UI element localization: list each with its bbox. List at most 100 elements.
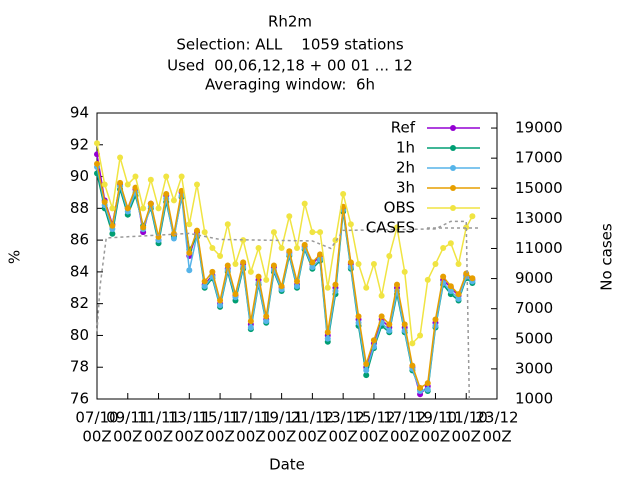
x-tick-label: 13/12	[322, 409, 365, 427]
x-tick-label: 15/11	[198, 409, 241, 427]
y2-axis-label: No cases	[598, 223, 616, 291]
series-marker	[109, 230, 116, 237]
legend-marker	[450, 185, 456, 191]
series-marker	[347, 221, 354, 228]
series-marker	[294, 278, 300, 285]
series-marker	[201, 283, 208, 290]
series-marker	[270, 229, 277, 236]
series-marker	[294, 283, 300, 290]
series-marker	[447, 287, 454, 294]
x-tick-sublabel: 00Z	[205, 428, 234, 446]
x-tick-label: 11/11	[137, 409, 180, 427]
series-marker	[440, 273, 447, 280]
series-marker	[255, 273, 262, 280]
series-marker	[186, 221, 193, 228]
series-marker	[217, 302, 224, 309]
y-tick-label: 86	[70, 231, 89, 249]
series-marker	[424, 276, 431, 283]
series-marker	[170, 230, 177, 237]
legend-label: 3h	[396, 179, 415, 197]
series-marker	[201, 278, 208, 285]
series-marker	[394, 281, 400, 288]
legend-label: 1h	[396, 139, 415, 157]
series-marker	[463, 224, 470, 231]
series-marker	[355, 313, 362, 320]
series-marker	[186, 267, 193, 274]
x-tick-sublabel: 00Z	[359, 428, 388, 446]
legend-marker	[450, 145, 456, 151]
x-tick-sublabel: 00Z	[82, 428, 111, 446]
x-tick-sublabel: 00Z	[421, 428, 450, 446]
series-marker	[109, 222, 116, 229]
series-marker	[209, 268, 216, 275]
series-marker	[347, 259, 354, 266]
legend-label: 2h	[396, 159, 415, 177]
series-marker	[117, 154, 124, 161]
series-marker	[224, 221, 231, 228]
series-marker	[147, 176, 154, 183]
series-marker	[309, 259, 316, 266]
x-tick-label: 09/11	[106, 409, 149, 427]
series-marker	[140, 224, 147, 231]
series-marker	[263, 318, 270, 325]
series-marker	[424, 386, 431, 393]
title-line: Rh2m	[268, 13, 312, 31]
x-tick-sublabel: 00Z	[298, 428, 327, 446]
series-marker	[370, 337, 377, 344]
series-marker	[409, 340, 416, 347]
series-marker	[255, 245, 262, 252]
x-tick-sublabel: 00Z	[144, 428, 173, 446]
x-tick-sublabel: 00Z	[452, 428, 481, 446]
y-tick-label: 92	[70, 135, 89, 153]
y-tick-label: 84	[70, 262, 89, 280]
series-marker	[455, 260, 462, 267]
series-marker	[469, 213, 476, 220]
series-marker	[363, 361, 370, 368]
series-marker	[469, 275, 476, 282]
y-tick-label: 78	[70, 358, 89, 376]
series-marker	[232, 291, 239, 298]
series-marker	[278, 283, 285, 290]
series-marker	[278, 245, 285, 252]
x-tick-label: 15/12	[352, 409, 395, 427]
x-tick-sublabel: 00Z	[113, 428, 142, 446]
series-marker	[217, 253, 224, 259]
series-marker	[132, 173, 139, 180]
series-marker	[432, 316, 439, 323]
series-marker	[263, 276, 270, 283]
legend-marker	[450, 205, 456, 211]
series-marker	[247, 268, 254, 275]
series-line	[96, 220, 471, 400]
series-marker	[317, 229, 324, 236]
legend-label: Ref	[391, 119, 416, 137]
series-marker	[117, 179, 124, 186]
series-marker	[94, 160, 100, 167]
y-tick-label: 76	[70, 390, 89, 408]
series-marker	[301, 241, 308, 248]
y2-tick-label: 17000	[515, 149, 563, 167]
y-tick-label: 82	[70, 294, 89, 312]
series-marker	[94, 140, 100, 147]
series-marker	[194, 181, 200, 188]
series-marker	[286, 213, 293, 220]
series-marker	[355, 260, 362, 267]
series-marker	[447, 283, 454, 290]
title-line: Averaging window: 6h	[205, 76, 375, 94]
series-marker	[178, 173, 185, 180]
series-marker	[170, 197, 177, 204]
series-marker	[147, 200, 154, 207]
series-line	[96, 143, 474, 346]
series-marker	[132, 184, 139, 191]
x-tick-sublabel: 00Z	[267, 428, 296, 446]
x-tick-label: 13/11	[168, 409, 211, 427]
series-marker	[301, 200, 308, 207]
x-tick-label: 23/12	[475, 409, 518, 427]
series-marker	[309, 229, 316, 236]
x-tick-label: 17/11	[229, 409, 272, 427]
series-marker	[370, 260, 377, 267]
y-tick-label: 88	[70, 199, 89, 217]
title-line: Selection: ALL 1059 stations	[176, 36, 404, 54]
legend-label: CASES	[366, 219, 415, 237]
series-marker	[186, 249, 193, 256]
